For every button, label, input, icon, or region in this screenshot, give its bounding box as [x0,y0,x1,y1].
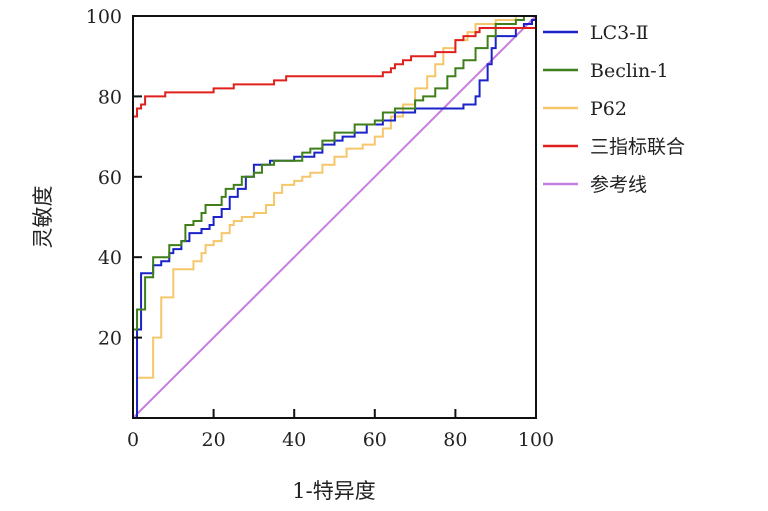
x-tick-label: 100 [518,429,554,451]
x-axis-label: 1-特异度 [292,479,375,503]
y-axis-label: 灵敏度 [31,186,55,249]
series-line-3 [132,16,537,418]
legend-label: 三指标联合 [590,136,685,158]
series-line-0 [133,16,537,419]
legend-label: Beclin-1 [590,60,669,82]
x-tick-label: 40 [282,429,306,451]
x-tick-label: 60 [363,429,387,451]
series-line-2 [133,15,536,419]
series-line-4 [132,15,537,419]
y-tick-label: 100 [86,6,122,28]
y-tick-label: 80 [98,86,122,108]
legend-label: LC3-Ⅱ [590,22,649,44]
plot-frame [132,15,537,419]
legend-label: P62 [590,98,627,120]
y-tick-label: 60 [98,167,122,189]
x-tick-label: 0 [127,429,139,451]
y-tick-label: 40 [98,247,122,269]
series-line-1 [132,15,536,418]
legend-label: 参考线 [590,174,647,196]
x-tick-label: 20 [202,429,226,451]
x-tick-label: 80 [443,429,467,451]
y-tick-label: 20 [98,328,122,350]
